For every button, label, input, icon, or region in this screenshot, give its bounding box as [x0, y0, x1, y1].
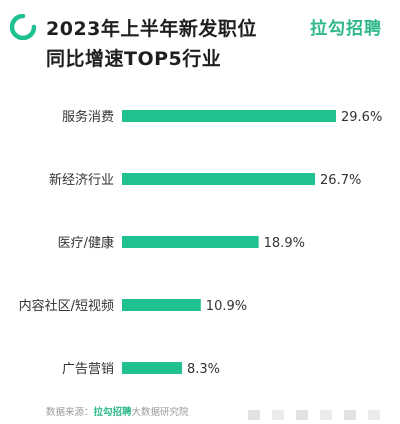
- dot-3: [296, 410, 308, 420]
- title-line-1: 2023年上半年新发职位: [46, 18, 257, 40]
- bar: [122, 362, 183, 374]
- category-label: 新经济行业: [49, 172, 114, 188]
- category-label: 医疗/健康: [58, 235, 114, 251]
- decorative-dots: [248, 405, 392, 424]
- bar: [122, 173, 316, 185]
- bar: [122, 110, 336, 122]
- value-label: 18.9%: [264, 236, 305, 251]
- dot-2: [272, 410, 284, 420]
- category-label: 广告营销: [62, 362, 114, 377]
- brand-logo-icon: [10, 14, 36, 40]
- source-brand: 拉勾招聘: [93, 407, 132, 418]
- value-label: 10.9%: [206, 299, 247, 314]
- source-label: 数据来源：: [46, 407, 94, 418]
- chart-title: 2023年上半年新发职位 同比增速TOP5行业: [46, 14, 257, 74]
- bar: [122, 299, 201, 311]
- brand-name: 拉勾招聘: [310, 19, 382, 39]
- bar: [122, 236, 259, 248]
- value-label: 26.7%: [320, 173, 361, 188]
- dot-1: [248, 410, 260, 420]
- value-label: 8.3%: [187, 362, 220, 377]
- category-label: 内容社区/短视频: [19, 298, 114, 314]
- dot-5: [344, 410, 356, 420]
- category-label: 服务消费: [62, 109, 114, 125]
- title-line-2: 同比增速TOP5行业: [46, 48, 222, 70]
- data-source: 数据来源：拉勾招聘大数据研究院: [46, 404, 189, 418]
- dot-4: [320, 410, 332, 420]
- source-suffix: 大数据研究院: [131, 407, 189, 418]
- dot-6: [368, 410, 380, 420]
- bar-chart: 服务消费 29.6% 新经济行业 26.7% 医疗/健康 18.9% 内容社区/短视频 10.…: [19, 109, 383, 377]
- value-label: 29.6%: [341, 110, 382, 125]
